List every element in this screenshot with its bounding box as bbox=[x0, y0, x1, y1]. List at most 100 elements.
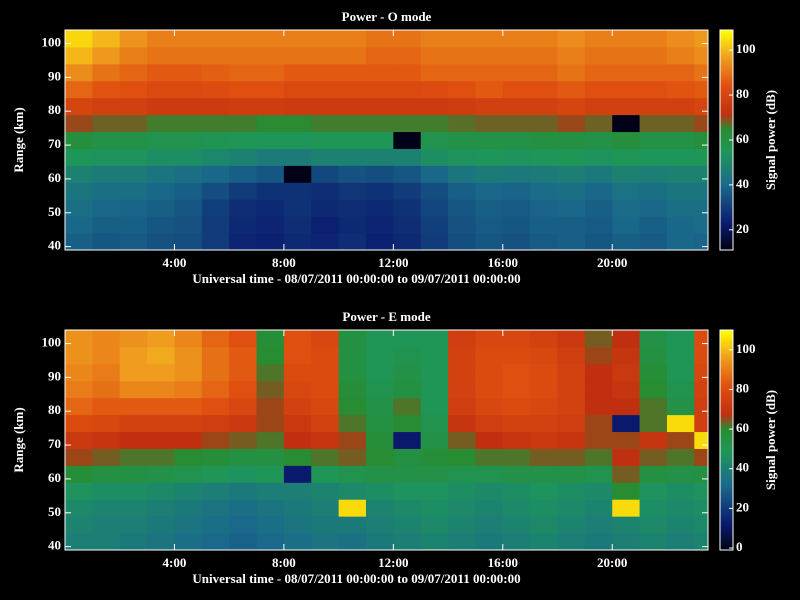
colorbar-tick-label: 80 bbox=[736, 380, 749, 395]
heat-cell bbox=[612, 182, 641, 200]
heat-cell bbox=[256, 363, 285, 382]
heat-cell bbox=[420, 199, 449, 217]
heat-cell bbox=[119, 448, 148, 466]
heat-cell bbox=[201, 46, 230, 65]
heat-cell bbox=[311, 499, 340, 517]
heat-cell bbox=[338, 516, 367, 534]
colorbar-step bbox=[720, 516, 733, 519]
colorbar-step bbox=[720, 482, 733, 485]
heat-cell bbox=[557, 30, 586, 48]
heat-cell bbox=[147, 165, 175, 183]
colorbar-step bbox=[720, 156, 733, 159]
heat-cell bbox=[119, 97, 148, 116]
heat-cell bbox=[283, 114, 312, 133]
heat-cell bbox=[666, 533, 695, 551]
heat-cell bbox=[694, 148, 709, 166]
heat-cell bbox=[557, 380, 586, 399]
heat-cell bbox=[147, 346, 175, 365]
heat-cell bbox=[283, 63, 312, 82]
heat-cell bbox=[65, 114, 93, 133]
colorbar-step bbox=[720, 82, 733, 85]
heat-cell bbox=[229, 80, 258, 99]
heat-cell bbox=[174, 131, 203, 149]
colorbar-step bbox=[720, 214, 733, 217]
heat-cell bbox=[666, 80, 695, 99]
heat-cell bbox=[65, 131, 93, 149]
colorbar-step bbox=[720, 362, 733, 365]
y-tick-label: 90 bbox=[48, 368, 61, 383]
colorbar-step bbox=[720, 70, 733, 73]
heat-cell bbox=[584, 533, 613, 551]
colorbar-tick-label: 80 bbox=[736, 86, 749, 101]
colorbar-step bbox=[720, 358, 733, 361]
colorbar-step bbox=[720, 96, 733, 99]
y-tick-label: 90 bbox=[48, 68, 61, 83]
heat-cell bbox=[92, 114, 121, 133]
x-tick-label: 12:00 bbox=[378, 555, 408, 570]
heat-cell bbox=[338, 114, 367, 133]
heat-cell bbox=[174, 516, 203, 534]
colorbar-step bbox=[720, 208, 733, 211]
heat-cell bbox=[448, 131, 476, 149]
x-axis-label: Universal time - 08/07/2011 00:00:00 to … bbox=[192, 271, 520, 286]
heat-cell bbox=[448, 199, 476, 217]
colorbar-step bbox=[720, 468, 733, 471]
colorbar-step bbox=[720, 440, 733, 443]
heat-cell bbox=[666, 97, 695, 116]
colorbar-step bbox=[720, 128, 733, 131]
heat-cell bbox=[229, 431, 258, 449]
heat-cell bbox=[530, 330, 559, 348]
colorbar-step bbox=[720, 354, 733, 357]
heat-cell bbox=[393, 380, 422, 399]
colorbar-step bbox=[720, 524, 733, 527]
colorbar-step bbox=[720, 106, 733, 109]
colorbar-step bbox=[720, 116, 733, 119]
heat-cell bbox=[65, 233, 93, 251]
heat-cell bbox=[612, 482, 641, 500]
heat-cell bbox=[92, 46, 121, 65]
x-tick-label: 8:00 bbox=[272, 255, 296, 270]
heat-cell bbox=[666, 431, 695, 449]
heat-cell bbox=[174, 533, 203, 551]
colorbar-step bbox=[720, 142, 733, 145]
heat-cell bbox=[612, 346, 641, 365]
heat-cell bbox=[475, 533, 504, 551]
heat-cell bbox=[666, 131, 695, 149]
colorbar-step bbox=[720, 174, 733, 177]
heat-cell bbox=[393, 465, 422, 483]
heat-cell bbox=[365, 165, 394, 183]
heat-cell bbox=[393, 46, 422, 65]
heat-cell bbox=[174, 448, 203, 466]
colorbar-step bbox=[720, 64, 733, 67]
heat-cell bbox=[420, 346, 449, 365]
colorbar-step bbox=[720, 360, 733, 363]
heat-cell bbox=[201, 533, 230, 551]
heat-cell bbox=[557, 216, 586, 234]
heat-cell bbox=[174, 346, 203, 365]
heat-cell bbox=[147, 199, 175, 217]
heat-cell bbox=[147, 233, 175, 251]
colorbar-step bbox=[720, 416, 733, 419]
colorbar-step bbox=[720, 334, 733, 337]
heat-cell bbox=[311, 131, 340, 149]
panel-title: Power - O mode bbox=[342, 9, 432, 24]
colorbar-step bbox=[720, 404, 733, 407]
heat-cell bbox=[311, 46, 340, 65]
heat-cell bbox=[475, 131, 504, 149]
y-tick-label: 100 bbox=[42, 35, 62, 50]
colorbar-step bbox=[720, 136, 733, 139]
colorbar-step bbox=[720, 486, 733, 489]
heat-cell bbox=[475, 114, 504, 133]
heat-cell bbox=[365, 46, 394, 65]
heat-cell bbox=[201, 516, 230, 534]
heat-cell bbox=[557, 233, 586, 251]
heat-cell bbox=[393, 431, 422, 449]
heat-cell bbox=[229, 346, 258, 365]
heat-cell bbox=[283, 131, 312, 149]
heat-cell bbox=[448, 30, 476, 48]
heat-cell bbox=[174, 80, 203, 99]
heat-cell bbox=[475, 97, 504, 116]
heat-cell bbox=[311, 233, 340, 251]
heat-cell bbox=[475, 330, 504, 348]
heat-cell bbox=[502, 80, 531, 99]
